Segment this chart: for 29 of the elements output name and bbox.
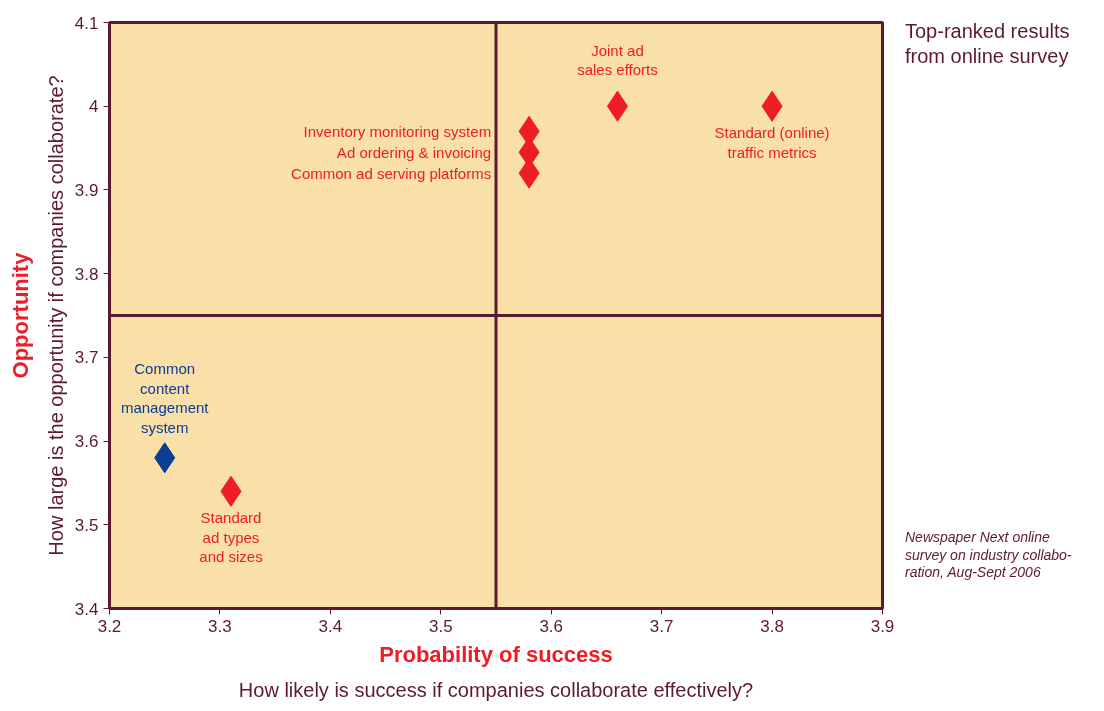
x-tick-label: 3.3 [208,616,232,636]
annotation: Joint ad sales efforts [577,41,658,79]
text: Newspaper Next online survey on industry collabo- ration, Aug-Sept 2006 [905,529,1072,582]
y-tick-label: 4.1 [74,13,99,33]
annotation: Standard ad types and sizes [199,509,263,566]
x-tick-label: 3.8 [760,616,784,636]
y-tick-label: 3.8 [74,264,99,284]
x-tick-label: 3.5 [428,616,453,636]
x-tick-label: 3.6 [539,616,564,636]
annotation: Inventory monitoring system [303,122,492,140]
x-tick-label: 3.2 [97,616,122,636]
x-tick-label: 3.9 [870,616,895,636]
y-tick-label: 3.6 [74,432,99,452]
annotation: Standard (online) traffic metrics [714,124,830,161]
text: How likely is success if companies collaborate effectively? [238,678,754,701]
x-axis-title: Probability of success [379,641,613,667]
y-tick-label: 3.9 [74,180,99,200]
y-tick-label: 4 [89,97,99,117]
annotation: Common ad serving platforms [291,164,492,182]
text: How large is the opportunity if companies collaborate? [44,75,67,556]
y-tick-label: 3.4 [74,599,99,619]
y-axis-title: Opportunity [7,251,33,379]
x-tick-label: 3.7 [649,616,674,636]
annotation: Common content management system [120,360,210,436]
y-tick-label: 3.5 [74,515,99,535]
annotation: Ad ordering & invoicing [336,143,492,161]
x-tick-label: 3.4 [318,616,343,636]
text: Top-ranked results from online survey [905,19,1070,69]
y-tick-label: 3.7 [74,348,99,368]
